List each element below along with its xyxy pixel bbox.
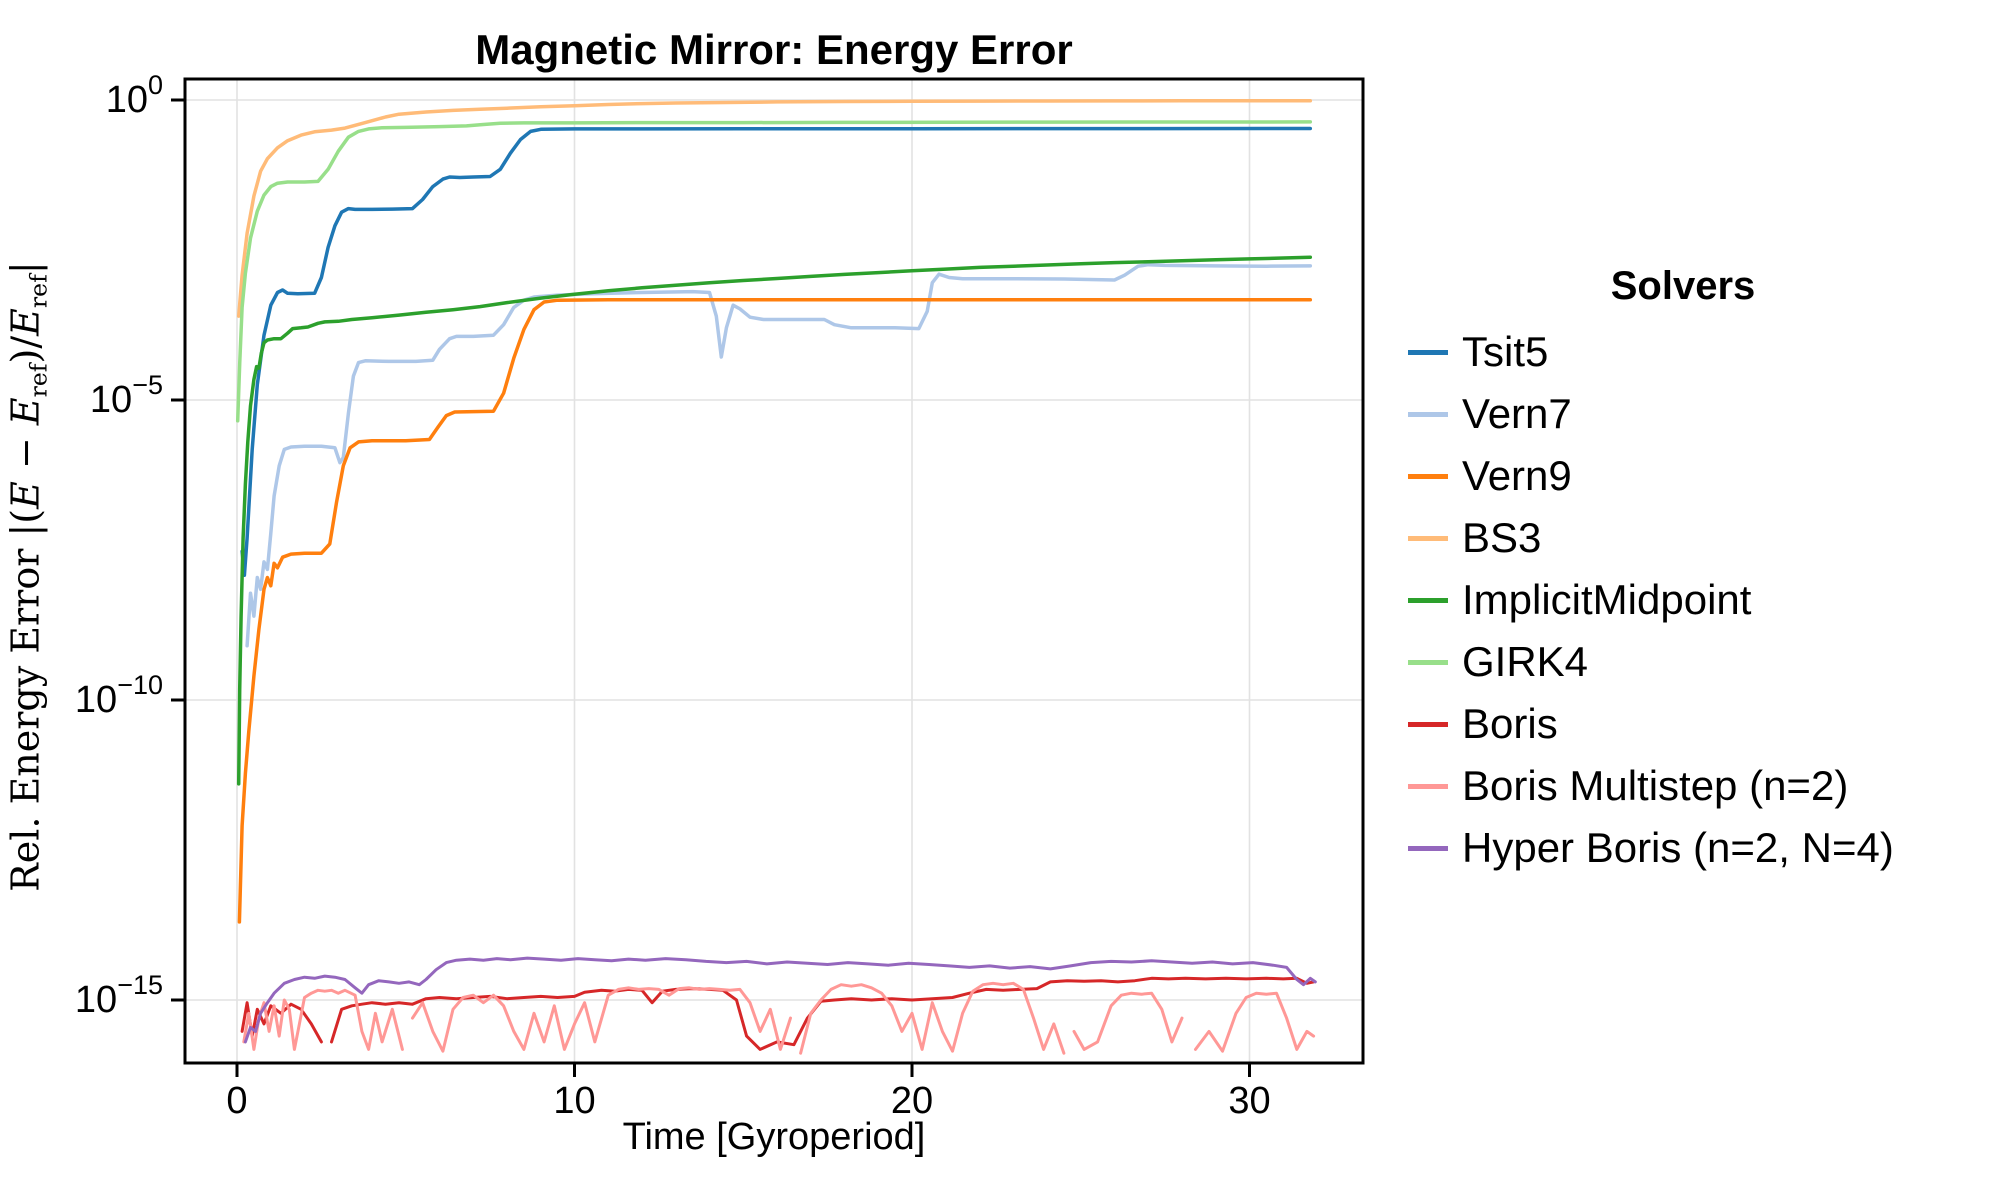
y-tick-label: 10−15: [75, 970, 163, 1021]
series-line-girk4: [235, 120, 1313, 423]
legend-line-swatch-icon: [1408, 535, 1448, 541]
legend-line-swatch-icon: [1408, 597, 1448, 603]
y-tick-label: 100: [106, 70, 163, 121]
series-line-tsit5: [240, 126, 1313, 577]
legend-item-list: Tsit5 Vern7 Vern9 BS3 ImplicitMidpoint G…: [1400, 321, 1990, 879]
legend-line-swatch-icon: [1408, 659, 1448, 665]
y-tick-label: 10−10: [75, 670, 163, 721]
legend-line-swatch-icon: [1408, 473, 1448, 479]
y-label-subscript: ref: [24, 363, 53, 398]
x-tick-label: 10: [553, 1080, 595, 1122]
legend-line-swatch-icon: [1408, 349, 1448, 355]
legend-item-label: BS3: [1462, 514, 1542, 561]
y-label-text: E: [3, 308, 48, 336]
y-label-text: Rel. Energy Error: [3, 536, 48, 892]
legend-line-swatch-icon: [1408, 845, 1448, 851]
series-line-boris-multistep-n-2-: [242, 981, 1316, 1055]
series-line-vern9: [237, 297, 1313, 924]
plot-frame: [183, 77, 1365, 1065]
gridlines: [185, 79, 1363, 1063]
series-line-hyper-boris-n-2-n-4-: [243, 956, 1317, 1044]
legend-item-label: Vern7: [1462, 390, 1572, 437]
legend-title: Solvers: [1610, 264, 1756, 308]
series-line-bs3: [236, 99, 1313, 318]
plot-title: Magnetic Mirror: Energy Error: [475, 26, 1073, 73]
legend-line-swatch-icon: [1408, 411, 1448, 417]
y-axis-label: Rel. Energy Error |(E − Eref)/Eref|: [3, 27, 52, 1127]
axis-ticks: 0 10 20 30 100 10−5 10−10 10−15: [75, 70, 1271, 1122]
legend-item-label: Boris: [1462, 700, 1558, 747]
legend-item: ImplicitMidpoint: [1400, 569, 1990, 631]
legend-item: Vern9: [1400, 445, 1990, 507]
legend-item: Boris: [1400, 693, 1990, 755]
legend-item: Hyper Boris (n=2, N=4): [1400, 817, 1990, 879]
y-label-text: E: [3, 397, 48, 426]
series-line-vern7: [245, 262, 1313, 648]
y-tick-label: 10−5: [90, 370, 163, 421]
legend-item-label: ImplicitMidpoint: [1462, 576, 1752, 623]
legend-item: Tsit5: [1400, 321, 1990, 383]
y-label-text: )/: [3, 335, 48, 364]
series-lines: [235, 99, 1317, 1055]
legend-item: BS3: [1400, 507, 1990, 569]
legend-item-label: GIRK4: [1462, 638, 1589, 685]
legend-item-label: Boris Multistep (n=2): [1462, 762, 1849, 809]
legend-line-swatch-icon: [1408, 721, 1448, 727]
x-tick-label: 30: [1228, 1080, 1270, 1122]
legend-item: GIRK4: [1400, 631, 1990, 693]
y-label-text: E: [3, 481, 48, 509]
y-label-text: |: [3, 261, 48, 275]
legend-item: Boris Multistep (n=2): [1400, 755, 1990, 817]
x-tick-label: 20: [891, 1080, 933, 1122]
x-axis-label: Time [Gyroperiod]: [622, 1116, 926, 1158]
legend-line-swatch-icon: [1408, 783, 1448, 789]
series-line-implicitmidpoint: [236, 255, 1313, 786]
y-label-text: |(: [3, 508, 48, 537]
y-label-subscript: ref: [24, 274, 53, 309]
legend-item-label: Vern9: [1462, 452, 1572, 499]
legend-item: Vern7: [1400, 383, 1990, 445]
x-tick-label: 0: [226, 1080, 247, 1122]
legend-item-label: Tsit5: [1462, 328, 1549, 375]
y-label-text: −: [3, 425, 48, 482]
legend-item-label: Hyper Boris (n=2, N=4): [1462, 824, 1894, 871]
legend: Solvers Tsit5 Vern7 Vern9 BS3 ImplicitMi…: [1400, 264, 1990, 879]
